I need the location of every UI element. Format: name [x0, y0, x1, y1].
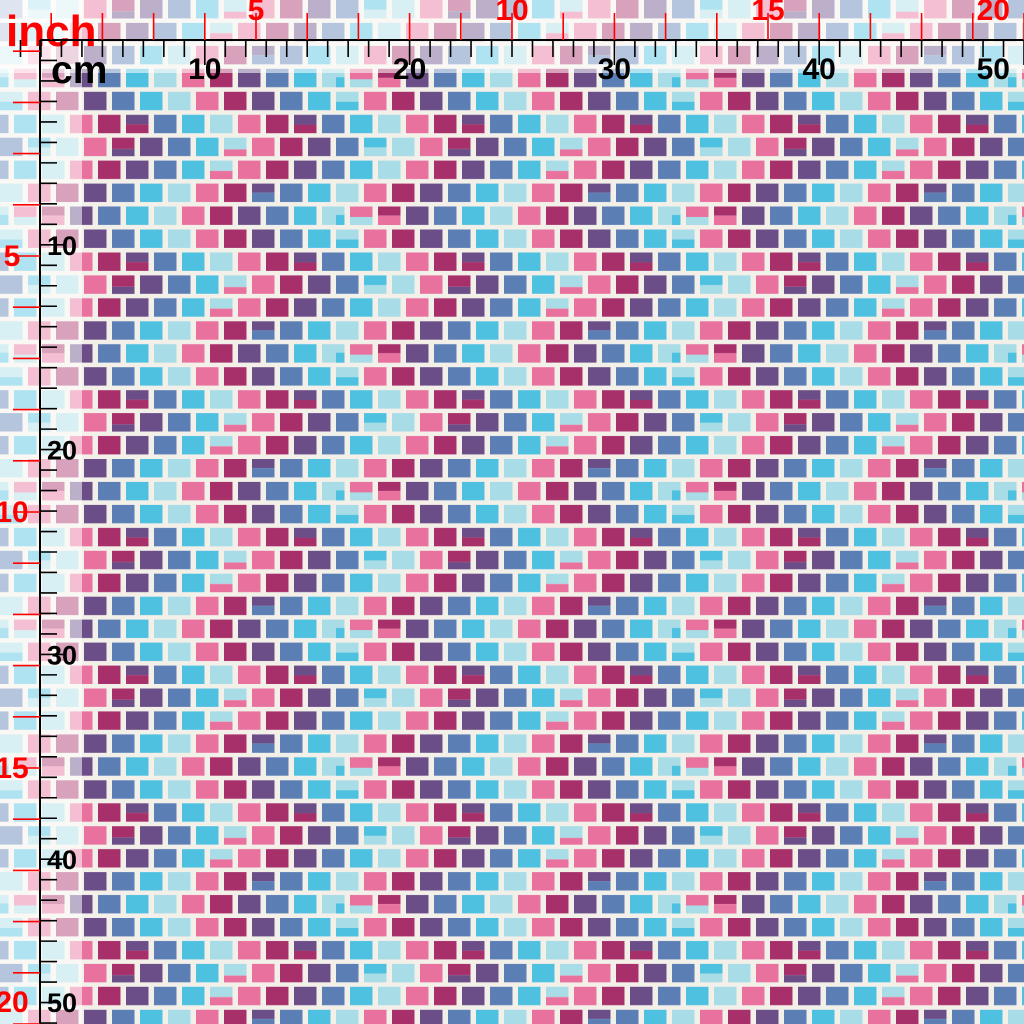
svg-text:10: 10	[495, 0, 528, 27]
svg-text:30: 30	[47, 640, 77, 670]
svg-text:10: 10	[47, 231, 77, 261]
svg-text:50: 50	[47, 988, 77, 1018]
svg-text:20: 20	[393, 53, 426, 86]
svg-text:5: 5	[248, 0, 265, 27]
svg-text:cm: cm	[51, 49, 107, 92]
svg-text:30: 30	[598, 53, 631, 86]
svg-text:5: 5	[4, 240, 21, 273]
svg-text:20: 20	[0, 986, 29, 1019]
svg-text:20: 20	[977, 0, 1010, 27]
svg-text:15: 15	[0, 752, 29, 785]
svg-text:10: 10	[0, 496, 29, 529]
svg-text:10: 10	[188, 53, 221, 86]
svg-text:50: 50	[977, 53, 1010, 86]
svg-text:15: 15	[751, 0, 784, 27]
svg-text:20: 20	[47, 436, 77, 466]
svg-text:40: 40	[47, 845, 77, 875]
svg-text:40: 40	[803, 53, 836, 86]
